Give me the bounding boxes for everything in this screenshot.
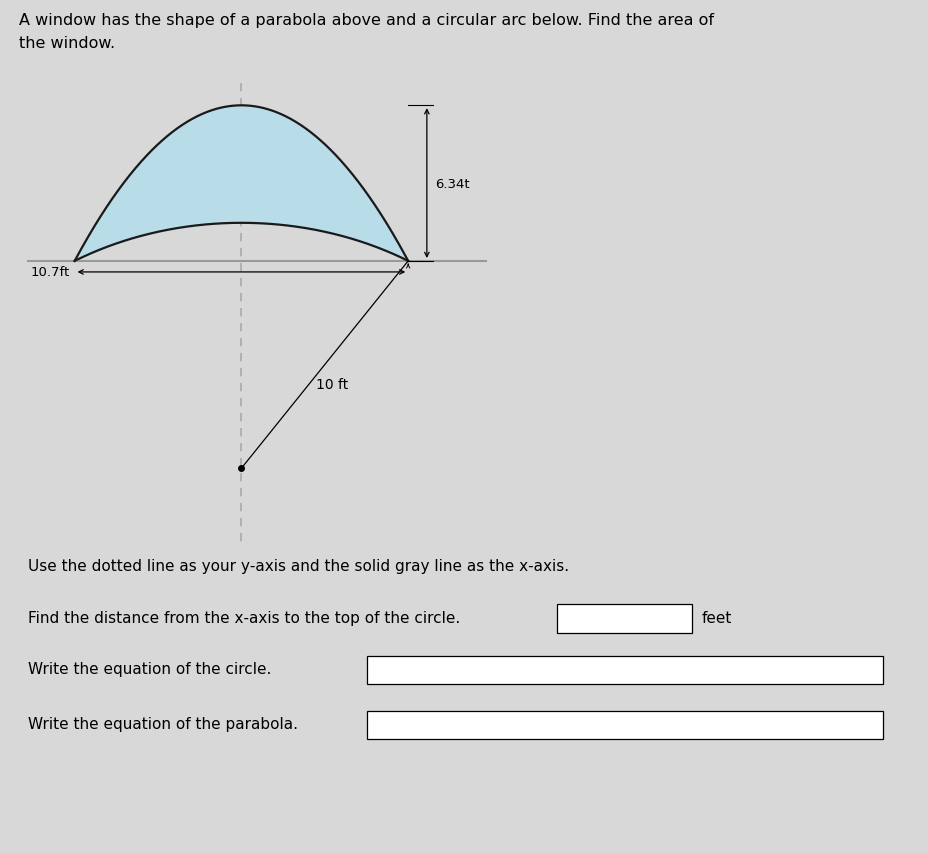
Text: Write the equation of the parabola.: Write the equation of the parabola. [28,717,298,732]
Text: feet: feet [701,610,731,625]
Text: Find the distance from the x‑axis to the top of the circle.: Find the distance from the x‑axis to the… [28,610,459,625]
Text: Use the dotted line as your y‑axis and the solid gray line as the x‑axis.: Use the dotted line as your y‑axis and t… [28,559,568,574]
Text: 10 ft: 10 ft [316,377,348,392]
Text: A window has the shape of a parabola above and a circular arc below. Find the ar: A window has the shape of a parabola abo… [19,13,713,28]
Text: 6.34t: 6.34t [434,177,469,190]
Text: 10.7ft: 10.7ft [31,266,70,279]
Text: Write the equation of the circle.: Write the equation of the circle. [28,661,271,676]
Text: the window.: the window. [19,36,114,51]
